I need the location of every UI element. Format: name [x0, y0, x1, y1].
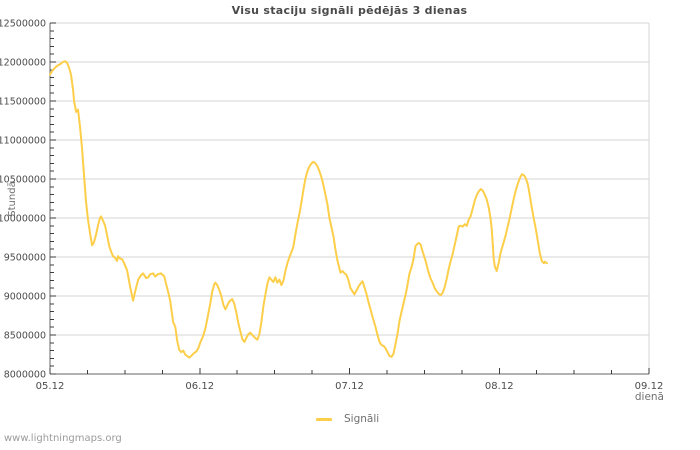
page-title: Visu staciju signāli pēdējās 3 dienas [231, 4, 468, 17]
y-tick-label: 11500000 [0, 97, 46, 108]
y-tick-label: 11000000 [0, 136, 46, 147]
legend: Signāli [316, 411, 379, 427]
watermark: www.lightningmaps.org [4, 433, 122, 444]
y-tick-label: 8500000 [4, 331, 46, 342]
y-tick-label: 8000000 [4, 370, 46, 381]
x-tick-label: 08.12 [485, 381, 514, 392]
x-axis-label: dienā [634, 391, 664, 403]
signals-series-line [49, 60, 548, 359]
legend-line-swatch [316, 417, 332, 421]
x-tick-label: 05.12 [36, 381, 65, 392]
y-tick-label: 12000000 [0, 58, 46, 69]
y-tick-label: 9500000 [4, 253, 46, 264]
y-tick-label: 10500000 [0, 175, 46, 186]
y-tick-label: 12500000 [0, 19, 46, 30]
x-tick-label: 07.12 [335, 381, 364, 392]
x-tick-label: 06.12 [185, 381, 214, 392]
legend-label: Signāli [344, 413, 380, 425]
x-tick-label: 09.12 [635, 381, 664, 392]
y-tick-label: 9000000 [4, 292, 46, 303]
y-tick-label: 10000000 [0, 214, 46, 225]
